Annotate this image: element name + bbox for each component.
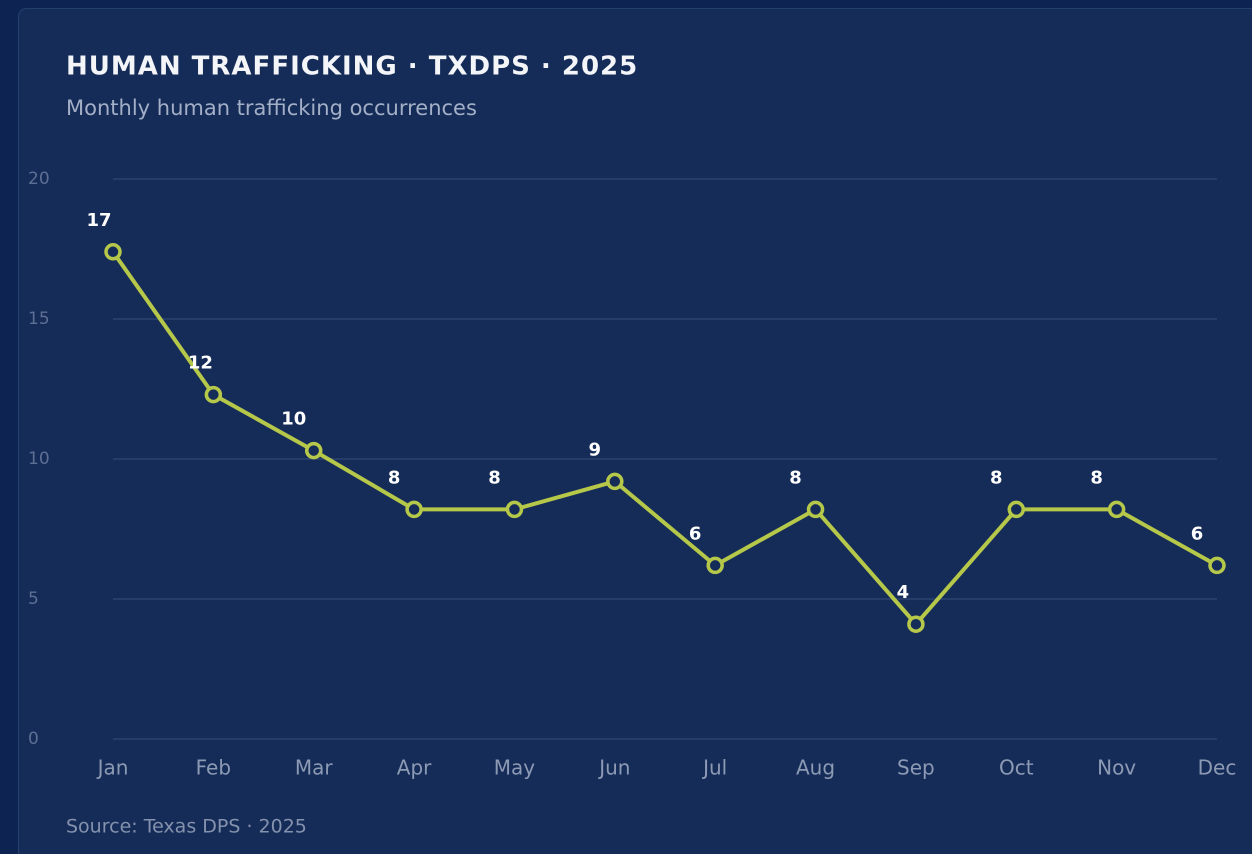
point: [907, 615, 925, 633]
x-tick-label: Jul: [701, 756, 727, 780]
data-label: 9: [589, 439, 602, 460]
source: Source: Texas DPS · 2025: [66, 816, 307, 838]
point: [706, 556, 724, 575]
data-label: 12: [188, 353, 213, 374]
line: [111, 250, 1218, 627]
data-label: 4: [897, 582, 910, 603]
data-label: 8: [1090, 467, 1103, 488]
data-label: 8: [488, 467, 501, 488]
data-label: 8: [990, 467, 1003, 488]
point: [304, 441, 323, 460]
x-tick-label: Nov: [1097, 756, 1136, 780]
point: [405, 500, 423, 519]
point: [1107, 500, 1126, 519]
card: [18, 8, 1252, 854]
data-label: 8: [789, 467, 802, 488]
point: [806, 500, 825, 519]
y-tick-label: 20: [28, 169, 50, 189]
data-label: 10: [281, 409, 306, 430]
data-label: 17: [86, 210, 111, 231]
x-tick-label: Jan: [96, 756, 129, 780]
x-tick-label: Sep: [897, 756, 935, 780]
x-tick-label: Apr: [397, 756, 432, 780]
x-tick-label: Aug: [796, 756, 835, 780]
chart-title: HUMAN TRAFFICKING · TXDPS · 2025: [66, 52, 638, 82]
y-tick-label: 5: [28, 589, 39, 609]
plot: 0 5 10 15 20 Jan Feb Mar Apr May Jun Jul Aug Sep Oct No…: [28, 169, 1236, 780]
chart-subtitle: Monthly human trafficking occurrences: [66, 96, 477, 120]
point: [1007, 500, 1026, 519]
point: [1208, 556, 1226, 575]
x-tick-label: Dec: [1198, 756, 1237, 780]
x-tick-label: Oct: [999, 756, 1034, 780]
y-tick-label: 15: [28, 309, 50, 329]
point: [606, 472, 624, 491]
data-label: 6: [689, 523, 702, 544]
point: [204, 385, 223, 404]
x-tick-label: Feb: [196, 756, 231, 780]
y-tick-label: 0: [28, 729, 39, 749]
x-tick-label: May: [494, 756, 536, 780]
data-label: 6: [1191, 523, 1204, 544]
x-tick-label: Mar: [295, 756, 334, 780]
data-label: 8: [388, 467, 401, 488]
point: [104, 243, 122, 261]
x-tick-label: Jun: [597, 756, 630, 780]
point: [505, 500, 524, 519]
y-tick-label: 10: [28, 449, 50, 469]
